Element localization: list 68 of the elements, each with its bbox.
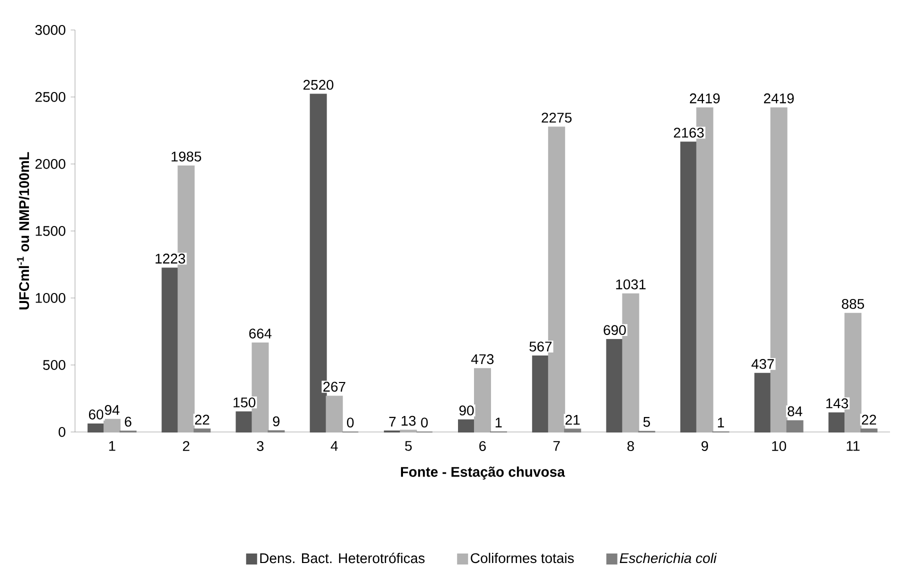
data-label: 7 xyxy=(389,416,396,427)
bar xyxy=(88,423,105,432)
data-label: 437 xyxy=(752,359,774,369)
data-label: 0 xyxy=(421,418,428,428)
data-label: 2163 xyxy=(674,128,704,138)
data-label: 84 xyxy=(788,406,802,416)
data-label: 1985 xyxy=(172,152,202,162)
data-label: 1 xyxy=(718,418,724,428)
x-tick-label: 3 xyxy=(256,441,264,452)
x-tick-label: 4 xyxy=(330,441,338,451)
bar xyxy=(236,411,253,432)
data-label: 22 xyxy=(862,414,876,425)
x-tick-label: 7 xyxy=(553,441,560,451)
x-axis-title: Fonte - Estação chuvosa xyxy=(400,466,566,480)
data-label: 143 xyxy=(826,398,848,408)
y-tick-label: 1000 xyxy=(36,293,66,303)
data-label: 2419 xyxy=(690,93,720,104)
bar xyxy=(828,412,846,432)
y-tick-label: 3000 xyxy=(35,25,66,35)
x-tick-label: 5 xyxy=(405,441,412,451)
bar xyxy=(458,419,476,432)
data-label: 2275 xyxy=(542,112,572,123)
y-tick-label: 500 xyxy=(43,360,66,370)
data-label: 2419 xyxy=(764,93,794,104)
y-tick-label: 1500 xyxy=(36,226,66,236)
x-tick-label: 8 xyxy=(627,441,634,452)
x-tick-label: 10 xyxy=(772,441,786,452)
x-tick-label: 1 xyxy=(109,441,116,451)
data-label: 22 xyxy=(195,414,210,425)
data-label: 664 xyxy=(249,328,272,339)
data-label: 2520 xyxy=(303,80,334,90)
data-label: 1223 xyxy=(156,254,186,264)
data-label: 21 xyxy=(566,414,580,425)
legend-label: Coliformes totais xyxy=(470,552,574,564)
data-label: 473 xyxy=(471,354,494,364)
data-label: 567 xyxy=(529,342,552,352)
data-label: 885 xyxy=(842,298,864,309)
data-label: 690 xyxy=(604,325,626,336)
y-tick-label: 0 xyxy=(58,427,66,437)
y-axis-title: UFCml$^{-1}$ ou NMP/100mL xyxy=(16,152,30,310)
bar xyxy=(532,356,550,432)
bar xyxy=(606,339,624,432)
data-label: 60 xyxy=(88,410,104,420)
data-label: 267 xyxy=(323,382,346,392)
data-label: 94 xyxy=(104,404,120,415)
x-tick-label: 11 xyxy=(846,441,860,451)
data-label: 6 xyxy=(124,416,132,427)
bar xyxy=(326,396,343,432)
y-tick-label: 2000 xyxy=(35,159,66,169)
x-tick-label: 9 xyxy=(702,441,708,452)
x-tick-label: 2 xyxy=(182,441,190,451)
bar xyxy=(680,142,698,432)
data-label: 1031 xyxy=(616,279,646,290)
data-label: 1 xyxy=(496,418,502,428)
data-label: 13 xyxy=(402,416,416,426)
data-label: 0 xyxy=(346,418,354,428)
bar xyxy=(104,418,121,432)
data-label: 9 xyxy=(273,416,280,426)
bar xyxy=(162,268,179,432)
x-tick-label: 6 xyxy=(479,441,486,452)
legend-label: Dens. Bact. Heterotróficas xyxy=(260,552,425,564)
bar xyxy=(754,372,772,432)
data-label: 90 xyxy=(459,406,474,416)
bar xyxy=(474,368,492,432)
data-label: 5 xyxy=(643,417,650,427)
legend-label: Escherichia coli xyxy=(620,552,717,564)
y-tick-label: 2500 xyxy=(35,92,66,102)
data-label: 150 xyxy=(234,397,256,408)
